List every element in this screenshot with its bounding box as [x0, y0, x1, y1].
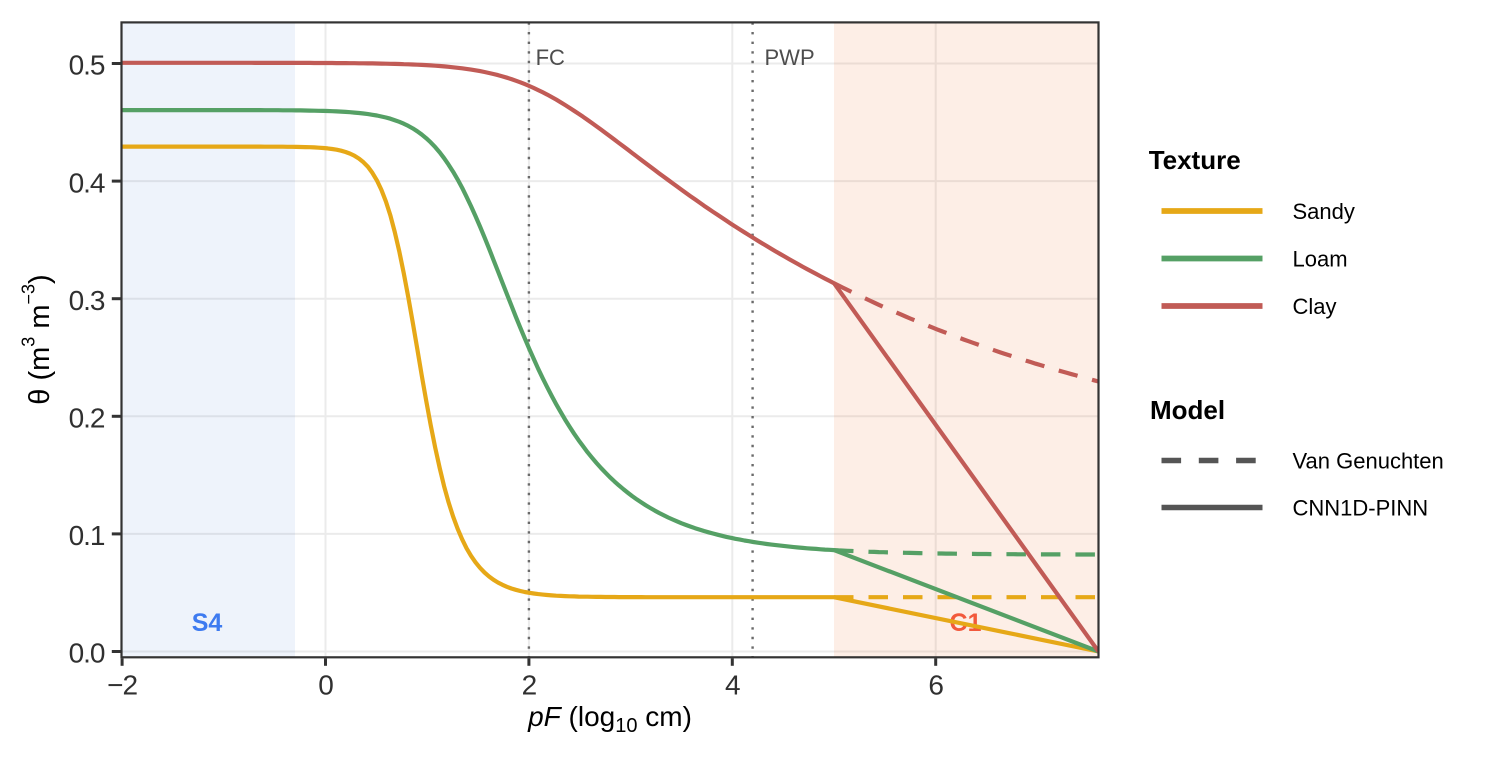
svg-text:−2: −2 [107, 669, 137, 700]
svg-text:Loam: Loam [1293, 247, 1348, 272]
svg-text:PWP: PWP [765, 45, 815, 70]
svg-text:0: 0 [318, 669, 333, 700]
svg-text:S4: S4 [192, 609, 223, 637]
svg-text:pF (log10 cm): pF (log10 cm) [527, 701, 692, 737]
svg-text:0.4: 0.4 [69, 167, 105, 198]
svg-text:2: 2 [522, 669, 537, 700]
svg-text:4: 4 [725, 669, 740, 700]
svg-text:Model: Model [1150, 395, 1225, 425]
svg-text:6: 6 [928, 669, 943, 700]
svg-text:0.1: 0.1 [69, 520, 105, 551]
svg-text:0.0: 0.0 [69, 638, 105, 669]
svg-text:Texture: Texture [1149, 145, 1241, 175]
svg-text:0.2: 0.2 [69, 403, 105, 434]
svg-text:0.3: 0.3 [69, 285, 105, 316]
svg-text:CNN1D-PINN: CNN1D-PINN [1293, 495, 1429, 520]
svg-text:FC: FC [536, 45, 565, 70]
svg-text:Sandy: Sandy [1293, 199, 1355, 224]
svg-text:Clay: Clay [1293, 294, 1337, 319]
svg-text:Van Genuchten: Van Genuchten [1293, 448, 1444, 473]
svg-text:0.5: 0.5 [69, 50, 105, 81]
